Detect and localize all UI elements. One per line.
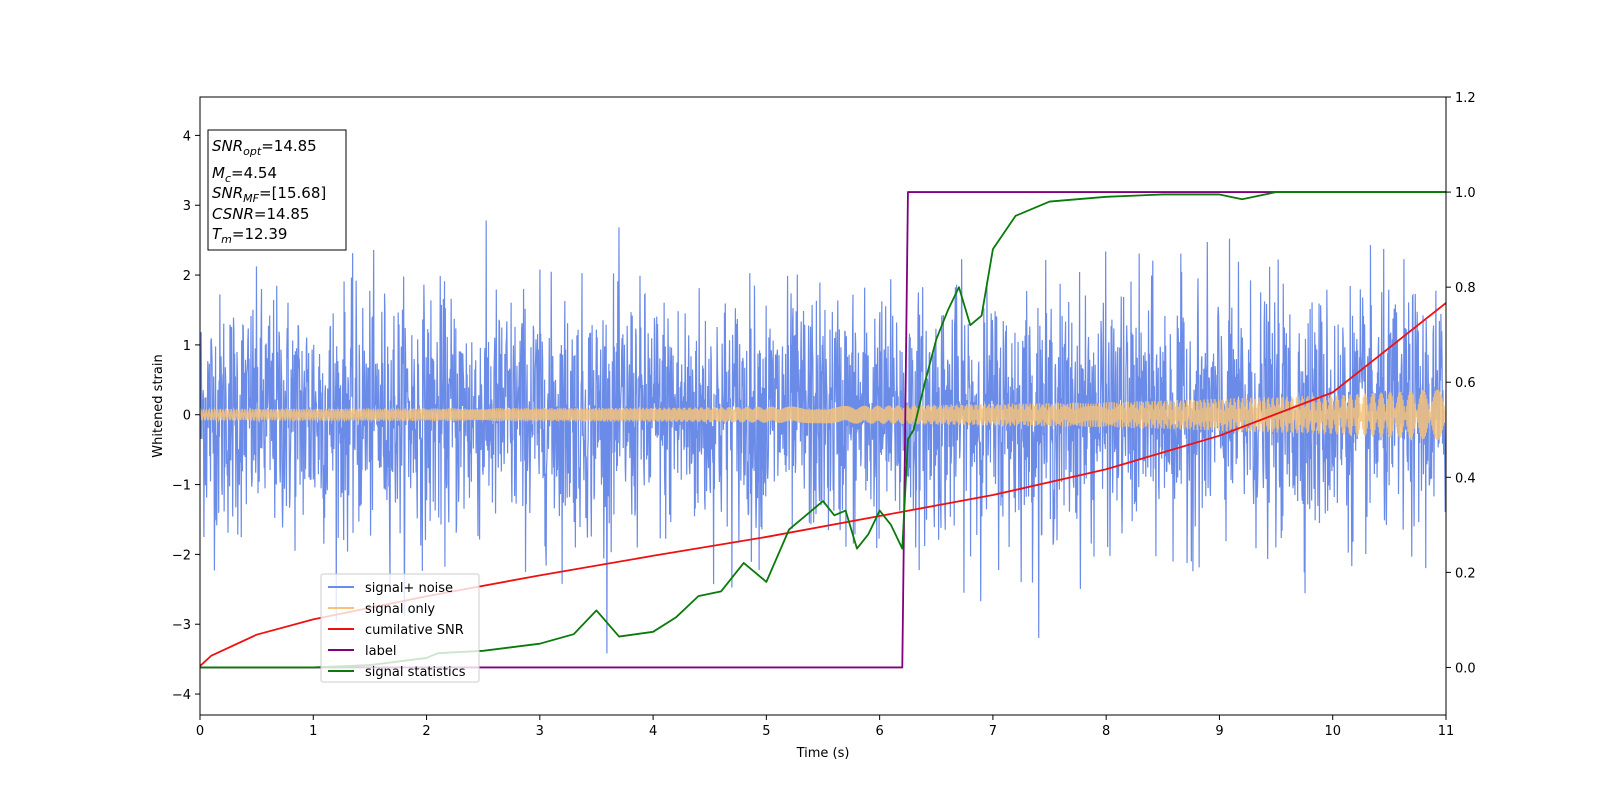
plot-frame [199, 96, 1447, 716]
series-lines-layer [200, 191, 1446, 669]
legend-entry: signal only [365, 602, 435, 617]
x-tick-label: 11 [1438, 724, 1455, 739]
legend-entry: label [365, 644, 396, 659]
y-tick-label: −3 [172, 618, 191, 633]
y2-tick-label: 1.2 [1455, 91, 1476, 106]
x-tick-label: 8 [1102, 724, 1110, 739]
x-axis-label: Time (s) [796, 746, 850, 761]
y2-tick-label: 0.8 [1455, 281, 1476, 296]
y-tick-label: 2 [183, 269, 191, 284]
x-tick-label: 9 [1215, 724, 1223, 739]
y-tick-label: −4 [172, 688, 191, 703]
signal-only-layer [200, 389, 1446, 441]
legend-entry: signal statistics [365, 665, 466, 680]
y-tick-label: −1 [172, 479, 191, 494]
y2-tick-label: 0.2 [1455, 566, 1476, 581]
y2-tick-label: 0.6 [1455, 376, 1476, 391]
annotation-box: SNRopt=14.85 Mc=4.54SNRMF=[15.68]CSNR=14.… [207, 129, 347, 251]
x-tick-label: 2 [422, 724, 430, 739]
y-axis-right: 0.0 0.2 0.4 0.6 0.8 1.0 1.2 [1446, 91, 1476, 676]
x-tick-label: 7 [989, 724, 997, 739]
signal-noise-layer [200, 220, 1446, 654]
x-tick-label: 3 [536, 724, 544, 739]
y-tick-label: 3 [183, 199, 191, 214]
y2-tick-label: 0.4 [1455, 471, 1476, 486]
y-axis-left: −4 −3 −2 −1 0 1 2 3 4 [172, 129, 200, 703]
y2-tick-label: 1.0 [1455, 186, 1476, 201]
y-tick-label: 4 [183, 129, 191, 144]
series-signal-statistics [200, 191, 1446, 669]
x-tick-label: 6 [875, 724, 883, 739]
y2-tick-label: 0.0 [1455, 661, 1476, 676]
annotation-line: Tm=12.39 [212, 225, 287, 246]
legend-entry: signal+ noise [365, 581, 453, 596]
y-tick-label: 1 [183, 339, 191, 354]
annotation-line: CSNR=14.85 [212, 205, 309, 223]
annotation-line: SNRMF=[15.68] [212, 184, 326, 205]
series-signal-only [200, 389, 1446, 441]
series-label [200, 191, 1446, 669]
annotation-line: Mc=4.54 [212, 164, 277, 185]
x-tick-label: 0 [196, 724, 204, 739]
annotation-line: SNRopt=14.85 [212, 137, 317, 158]
x-tick-label: 1 [309, 724, 317, 739]
series-cumulative-snr [200, 302, 1446, 667]
series-signal-noise [200, 220, 1446, 654]
legend-entry: cumilative SNR [365, 623, 464, 638]
x-axis: 0 1 2 3 4 5 6 7 8 9 10 11 [196, 715, 1454, 739]
y-tick-label: 0 [183, 409, 191, 424]
legend: signal+ noise signal only cumilative SNR la… [320, 573, 480, 683]
legend-frame [320, 573, 480, 683]
y-axis-label: Whitened strain [151, 354, 166, 457]
y-tick-label: −2 [172, 548, 191, 563]
x-tick-label: 4 [649, 724, 657, 739]
annotation-frame [207, 129, 347, 251]
x-tick-label: 5 [762, 724, 770, 739]
x-tick-label: 10 [1324, 724, 1341, 739]
